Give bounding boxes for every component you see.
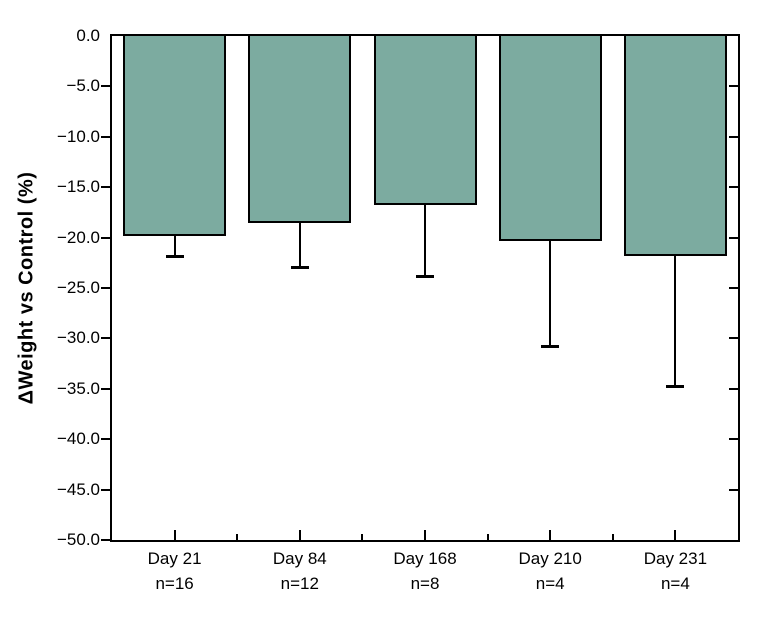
bar [123,36,227,236]
y-axis-major-tick [101,337,110,340]
y-axis-right-tick [729,186,738,189]
y-axis-right-tick [729,387,738,390]
y-axis-major-tick [101,135,110,138]
x-axis-major-tick [173,530,176,540]
y-tick-label: −35.0 [56,378,100,398]
x-tick-label-n: n=4 [660,574,690,593]
y-tick-label: −45.0 [56,479,100,499]
y-tick-label: −20.0 [56,227,100,247]
error-bar-line [549,240,552,348]
x-tick-label-day: Day 231 [643,549,708,568]
x-tick-label-n: n=12 [280,574,319,593]
x-axis-minor-tick [486,534,489,540]
error-bar-cap [541,345,560,349]
y-axis-major-tick [101,287,110,289]
x-axis-major-tick [424,530,426,540]
error-bar-cap [290,265,309,269]
y-axis-major-tick [101,236,110,239]
error-bar-line [674,255,677,387]
x-axis-major-tick [674,530,677,540]
x-axis-major-tick [298,530,301,540]
x-tick-label-day: Day 84 [272,549,327,568]
x-tick-label: Day 210 n=4 [485,546,615,596]
y-tick-label: 0.0 [76,26,100,45]
y-tick-label: −25.0 [56,278,100,297]
y-axis-right-tick [729,488,738,491]
error-bar-line [173,235,176,257]
error-bar-line [424,205,426,277]
x-tick-label-day: Day 21 [147,549,202,568]
error-bar-cap [416,274,434,278]
x-tick-label-day: Day 210 [518,549,582,568]
y-axis-major-tick [101,186,110,189]
bar [248,36,352,224]
y-axis-right-tick [729,236,738,239]
y-axis-major-tick [101,85,110,88]
x-tick-label-n: n=8 [410,574,440,593]
x-tick-label: Day 84 n=12 [235,546,365,596]
y-axis-right-tick [729,287,738,289]
x-tick-label: Day 21 n=16 [110,546,240,596]
x-axis-major-tick [549,530,552,540]
y-axis-right-tick [729,337,738,340]
error-bar-cap [165,254,184,258]
x-axis-minor-tick [361,534,364,540]
y-axis-right-tick [729,135,738,138]
y-axis-right-tick [729,438,738,441]
y-axis-major-tick [101,387,110,390]
y-tick-label: −50.0 [56,530,100,549]
x-tick-label: Day 168 n=8 [360,546,490,596]
y-tick-label: −15.0 [56,177,100,197]
y-axis-major-tick [101,438,110,441]
y-tick-label: −5.0 [66,76,100,96]
x-axis-minor-tick [611,534,614,540]
bar [373,36,477,206]
x-tick-label: Day 231 n=4 [610,546,740,596]
y-tick-label: −40.0 [56,429,100,449]
x-tick-label-n: n=4 [535,574,565,593]
x-tick-label-n: n=16 [155,574,194,593]
error-bar-line [298,223,301,268]
error-bar-cap [666,384,685,388]
plot-area [101,36,738,541]
x-axis-minor-tick [236,534,239,540]
y-axis-major-tick [101,488,110,491]
x-tick-label-day: Day 168 [393,549,457,568]
y-tick-label: −10.0 [56,126,100,146]
y-tick-label: −30.0 [56,328,100,348]
y-axis-major-tick [101,539,110,541]
bar [623,36,727,256]
bar [498,36,602,241]
y-axis-right-tick [729,85,738,88]
